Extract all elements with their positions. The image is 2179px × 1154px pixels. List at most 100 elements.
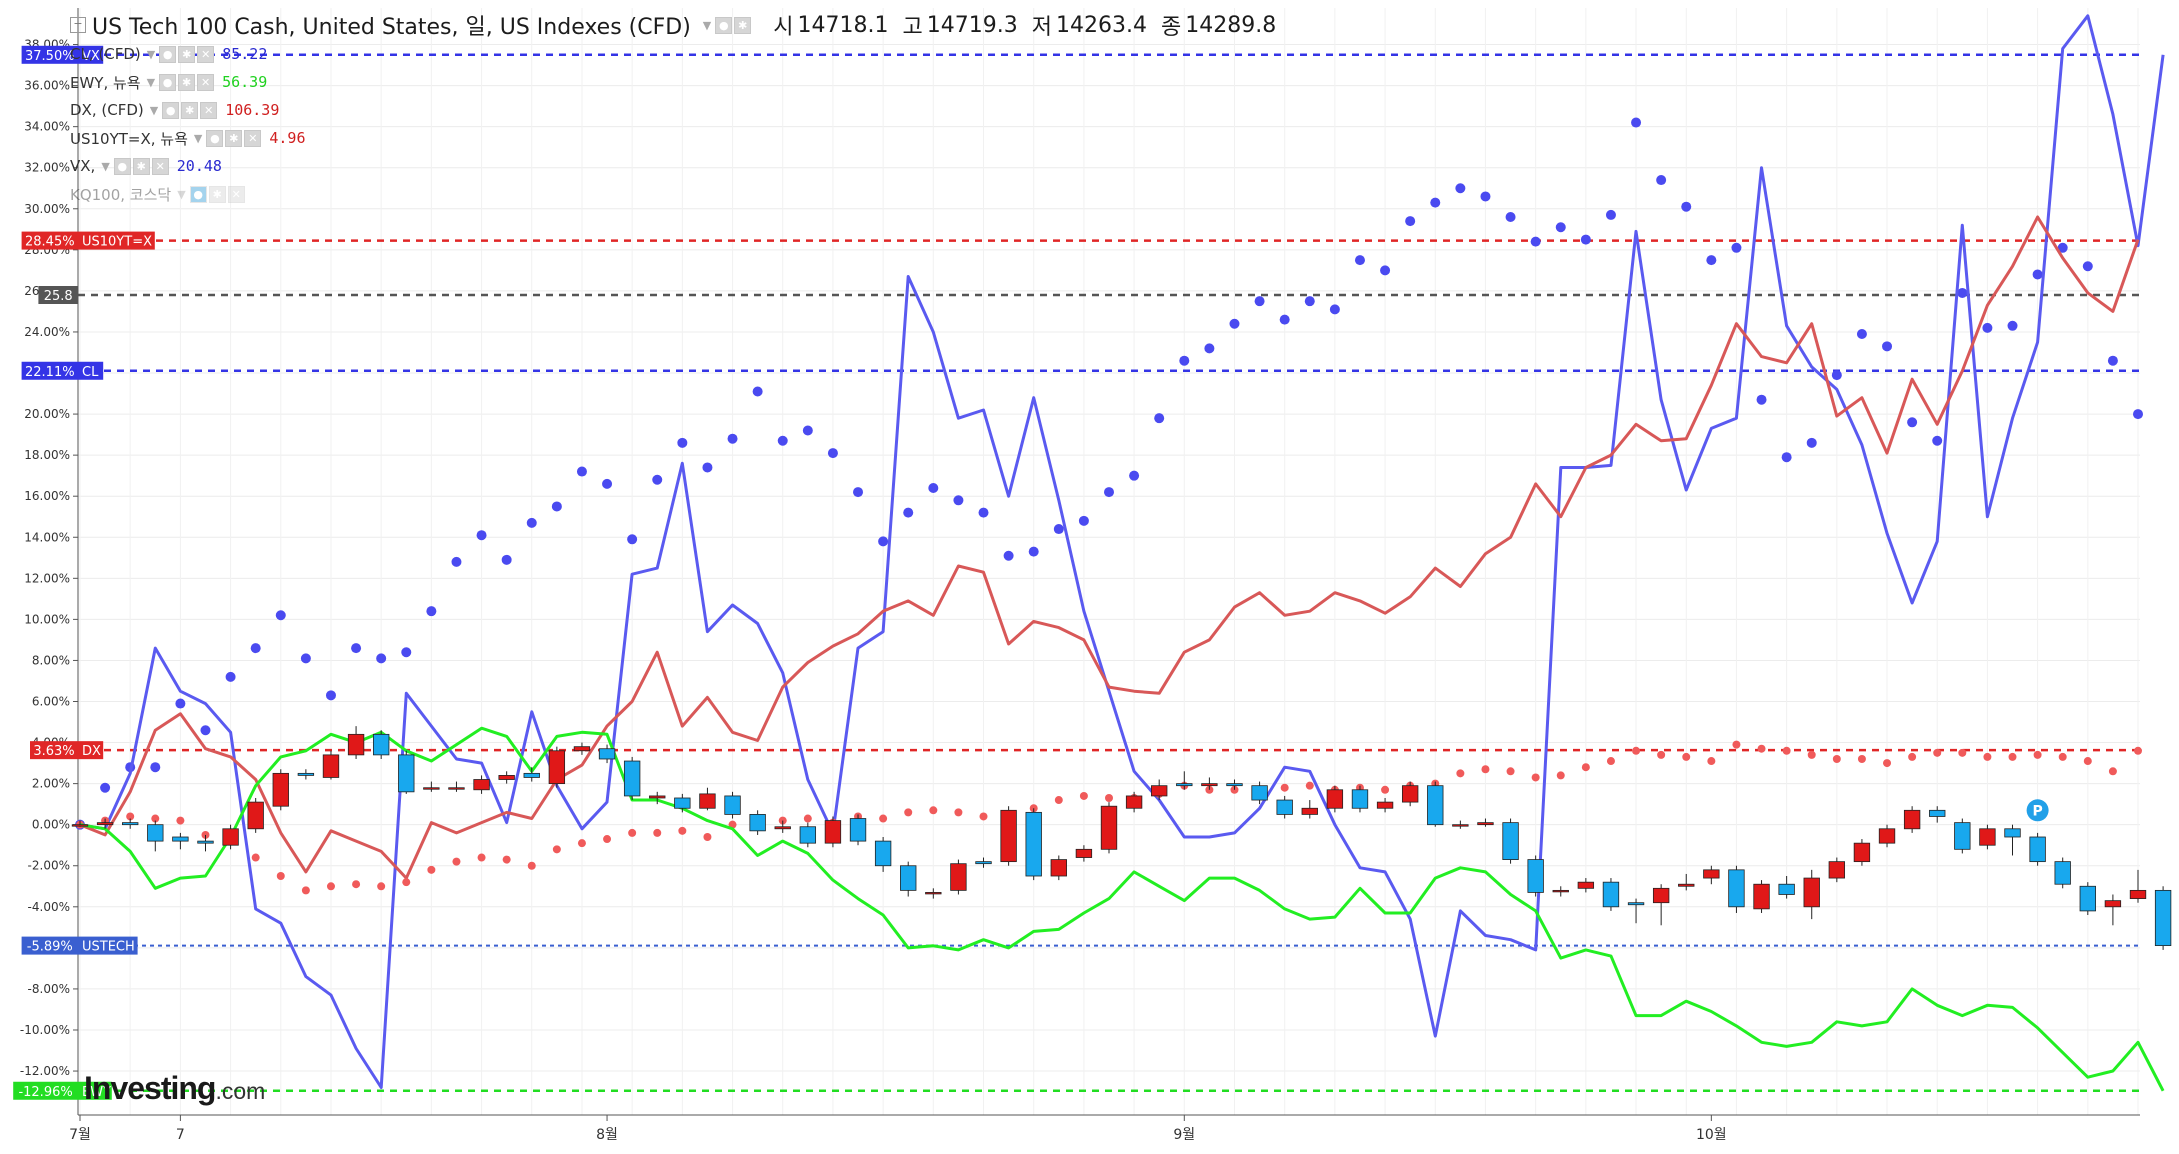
candle-body [799,826,817,844]
marker-name: VX [82,49,100,64]
series-point-dx [452,857,461,866]
settings-icon[interactable]: ✱ [734,16,752,34]
y-tick-label: -8.00% [28,982,70,996]
series-point-dx [1531,773,1540,782]
settings-icon[interactable]: ✱ [132,157,150,175]
dropdown-caret-icon[interactable]: ▼ [101,159,110,173]
overlay-row[interactable]: US10YT=X, 뉴욕 ▼ ● ✱ ✕ 4.96 [70,124,1276,152]
series-point-cl [526,517,537,528]
dropdown-caret-icon[interactable]: ▼ [146,47,156,61]
eye-icon[interactable]: ● [189,185,207,203]
series-point-cl [602,478,613,489]
y-tick-label: 30.00% [24,202,70,216]
series-point-dx [1481,765,1490,774]
eye-icon[interactable]: ● [206,129,224,147]
dropdown-caret-icon[interactable]: ▼ [146,75,156,89]
series-point-cl [802,425,813,436]
close-icon[interactable]: ✕ [197,45,215,63]
overlay-row[interactable]: KQ100, 코스닥 ▼ ● ✱ ✕ [70,180,1276,208]
settings-icon[interactable]: ✱ [178,45,196,63]
series-point-dx [1054,796,1063,805]
eye-icon[interactable]: ● [159,73,177,91]
candle-body [975,861,992,865]
series-point-cl [1530,236,1541,247]
series-point-cl [652,474,663,485]
dropdown-caret-icon[interactable]: ▼ [193,131,203,145]
overlay-name: EWY, 뉴욕 [70,73,141,92]
series-point-cl [727,433,738,444]
candle-body [1427,785,1444,826]
series-point-dx [402,878,411,887]
series-point-cl [1907,417,1918,428]
candle-body [1552,889,1569,893]
eye-icon[interactable]: ● [715,16,733,34]
series-point-dx [1556,771,1565,780]
marker-value: -12.96% [18,1085,72,1100]
overlay-controls[interactable]: ● ✱ ✕ [113,157,171,175]
series-point-cl [827,448,838,459]
series-point-cl [451,556,462,567]
close-value: 14289.8 [1185,12,1277,38]
eye-icon[interactable]: ● [162,101,180,119]
overlay-controls[interactable]: ● ✱ ✕ [159,45,216,63]
series-point-cl [351,643,362,654]
symbol-controls[interactable]: ● ✱ [715,16,753,34]
series-point-dx [1657,750,1666,759]
symbol-header[interactable]: − US Tech 100 Cash, United States, 일, US… [70,10,1276,40]
overlay-controls[interactable]: ● ✱ ✕ [206,129,263,147]
candle-body [1326,789,1344,809]
series-point-dx [1883,759,1892,768]
overlay-row[interactable]: CL, (CFD) ▼ ● ✱ ✕ 85.22 [70,40,1276,68]
overlay-row[interactable]: VX, ▼ ● ✱ ✕ 20.48 [70,152,1276,180]
candle-body [1477,822,1494,826]
series-point-dx [1079,791,1088,800]
dropdown-caret-icon[interactable]: ▼ [702,18,712,32]
series-point-cl [1254,296,1265,307]
close-icon[interactable]: ✕ [197,73,215,91]
close-icon[interactable]: ✕ [200,101,218,119]
eye-icon[interactable]: ● [113,157,131,175]
y-tick-label: 16.00% [24,489,70,503]
marker-label-us10yt-x: 28.45% US10YT=X [21,231,155,250]
series-point-dx [1456,769,1465,778]
series-point-dx [251,853,260,862]
settings-icon[interactable]: ✱ [178,73,196,91]
y-tick-label: 6.00% [32,695,70,709]
series-point-dx [803,814,812,823]
overlay-controls[interactable]: ● ✱ ✕ [189,185,247,203]
series-point-dx [1857,754,1866,763]
candle-body [1929,809,1946,817]
series-point-cl [1053,524,1064,535]
collapse-icon[interactable]: − [70,17,86,33]
overlay-controls[interactable]: ● ✱ ✕ [159,73,216,91]
settings-icon[interactable]: ✱ [225,129,243,147]
overlay-row[interactable]: DX, (CFD) ▼ ● ✱ ✕ 106.39 [70,96,1276,124]
series-point-cl [1078,515,1089,526]
candle-body [1000,809,1017,863]
settings-icon[interactable]: ✱ [181,101,199,119]
overlay-controls[interactable]: ● ✱ ✕ [162,101,219,119]
dropdown-caret-icon[interactable]: ▼ [149,103,159,117]
candle-body [96,822,114,826]
marker-value-box [21,231,79,250]
series-point-dx [603,835,612,844]
close-icon[interactable]: ✕ [227,185,245,203]
candle-body [1301,807,1318,815]
overlay-row[interactable]: EWY, 뉴욕 ▼ ● ✱ ✕ 56.39 [70,68,1276,96]
candle-body [2079,885,2096,912]
series-point-dx [1381,785,1390,794]
series-point-cl [501,554,512,565]
eye-icon[interactable]: ● [159,45,177,63]
series-point-dx [1606,757,1615,766]
low-label: 저 [1031,15,1052,40]
dropdown-caret-icon[interactable]: ▼ [177,187,186,201]
series-point-dx [552,845,561,854]
candle-body [222,828,239,846]
settings-icon[interactable]: ✱ [208,185,226,203]
close-icon[interactable]: ✕ [151,157,169,175]
p-badge-circle [2026,799,2049,822]
x-tick-label: 7월 [69,1127,91,1143]
close-icon[interactable]: ✕ [244,129,262,147]
